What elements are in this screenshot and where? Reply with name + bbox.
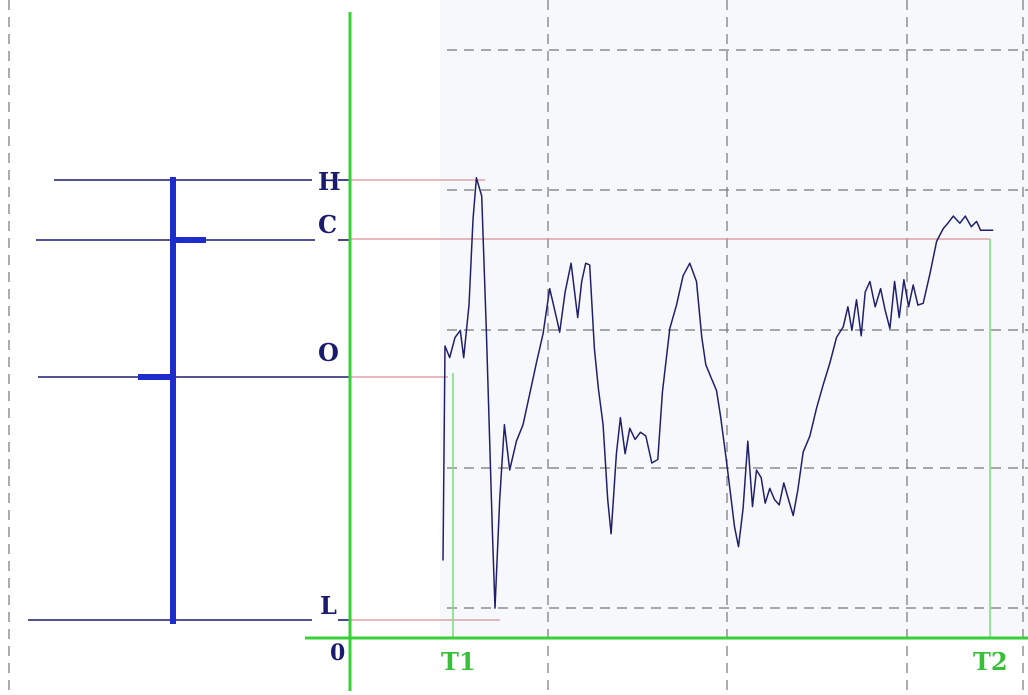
plot-panel — [440, 0, 1028, 640]
time-markers — [452, 239, 991, 638]
label-close: C — [318, 210, 337, 239]
axis-ticks — [338, 179, 350, 621]
label-open: O — [318, 338, 339, 367]
ohlc-bar — [138, 177, 206, 624]
label-t2: T2 — [973, 647, 1008, 676]
label-t1: T1 — [441, 647, 476, 676]
grid — [8, 0, 1028, 691]
axes — [305, 12, 1028, 691]
reference-lines — [350, 179, 990, 621]
level-lines — [28, 179, 350, 621]
price-series-line — [442, 177, 994, 609]
label-low: L — [320, 591, 337, 620]
label-high: H — [318, 167, 341, 196]
label-origin: 0 — [330, 640, 345, 666]
